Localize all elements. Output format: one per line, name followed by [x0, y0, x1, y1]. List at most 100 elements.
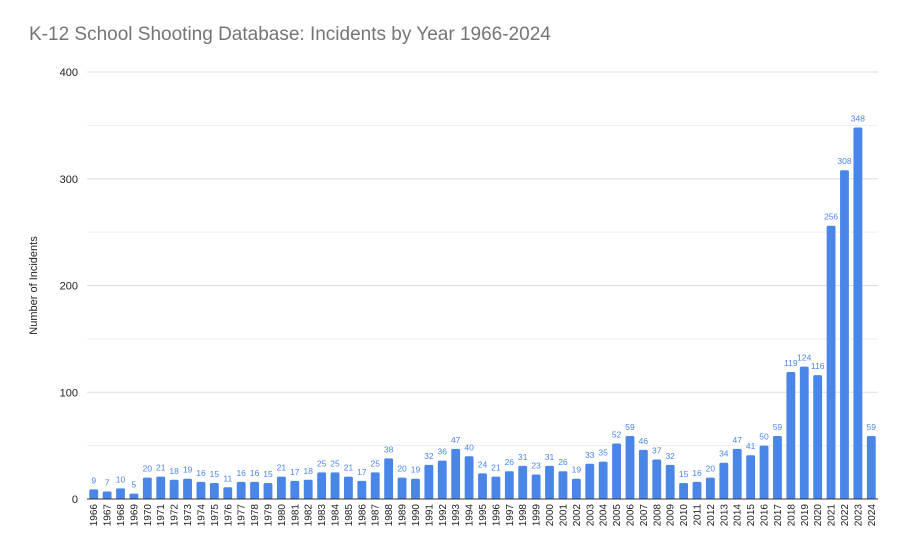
bar	[866, 436, 876, 499]
data-label: 24	[478, 459, 488, 469]
bar	[531, 474, 541, 499]
data-label: 19	[183, 465, 193, 475]
bar	[116, 488, 125, 499]
x-tick-label: 2018	[786, 504, 797, 527]
data-label: 25	[317, 458, 327, 468]
x-tick-label: 2005	[612, 504, 623, 527]
data-label: 38	[384, 444, 394, 454]
x-axis-ticks: 1966 1967 1968 1969 1970 1971 1972 1973 1974 1975…	[89, 504, 878, 527]
x-tick-label: 2017	[773, 504, 784, 527]
bar	[236, 481, 246, 499]
bar	[437, 460, 447, 499]
x-tick-label: 2001	[558, 504, 569, 527]
bar	[826, 225, 836, 499]
bar	[317, 472, 327, 499]
x-tick-label: 1983	[317, 504, 328, 527]
data-label: 20	[397, 464, 407, 474]
bar	[303, 479, 313, 499]
data-label: 32	[665, 451, 675, 461]
bar	[370, 472, 380, 499]
data-label: 21	[277, 463, 287, 473]
data-label: 16	[196, 468, 206, 478]
data-label: 47	[732, 435, 742, 445]
data-label: 40	[464, 442, 474, 452]
bar	[478, 473, 487, 499]
x-tick-label: 1996	[491, 504, 502, 527]
x-tick-label: 1999	[532, 504, 543, 527]
bar	[411, 478, 420, 499]
data-label: 23	[531, 460, 541, 470]
x-tick-label: 1966	[89, 504, 100, 527]
data-label: 18	[303, 466, 313, 476]
data-label: 21	[491, 463, 501, 473]
bar	[464, 456, 474, 499]
data-label: 31	[545, 452, 555, 462]
x-tick-label: 2022	[840, 504, 851, 527]
data-label: 33	[585, 450, 595, 460]
y-axis-ticks: 0 100 200 300 400	[60, 67, 78, 506]
data-label: 5	[132, 480, 137, 490]
x-tick-label: 2013	[719, 504, 730, 527]
data-label: 41	[746, 441, 756, 451]
data-label: 124	[797, 353, 811, 363]
bar	[799, 366, 809, 499]
bar	[424, 464, 434, 499]
bar	[598, 461, 608, 499]
bar	[142, 477, 152, 499]
bar	[719, 462, 729, 499]
x-tick-label: 1974	[196, 504, 207, 527]
bar	[746, 455, 756, 499]
bar	[102, 491, 112, 499]
x-tick-label: 1967	[103, 504, 114, 527]
bar	[263, 482, 273, 499]
data-label: 37	[652, 446, 662, 456]
x-tick-label: 2004	[599, 504, 610, 527]
bar	[558, 471, 568, 499]
bar	[679, 482, 689, 499]
data-label: 31	[518, 452, 528, 462]
data-label: 308	[837, 156, 851, 166]
data-label: 19	[411, 465, 421, 475]
x-tick-label: 2011	[693, 504, 704, 526]
data-label: 46	[639, 436, 649, 446]
y-tick-label: 200	[60, 281, 78, 293]
x-tick-label: 2024	[867, 504, 878, 527]
bars	[89, 127, 876, 499]
bar	[357, 480, 367, 499]
bar	[773, 436, 782, 499]
x-tick-label: 1977	[237, 504, 248, 527]
data-label: 59	[867, 422, 877, 432]
bar	[129, 493, 139, 499]
data-label: 59	[773, 422, 783, 432]
x-tick-label: 1985	[344, 504, 355, 527]
x-tick-label: 1994	[465, 504, 476, 527]
data-label: 20	[706, 464, 716, 474]
y-axis-label: Number of Incidents	[28, 236, 40, 335]
bar	[692, 481, 702, 499]
x-tick-label: 2020	[813, 504, 824, 527]
bar	[518, 465, 528, 499]
data-label: 256	[824, 212, 838, 222]
x-tick-label: 2014	[733, 504, 744, 527]
x-tick-label: 2023	[853, 504, 864, 527]
data-label: 59	[625, 422, 635, 432]
x-tick-label: 2012	[706, 504, 717, 527]
x-tick-label: 1976	[223, 504, 234, 527]
x-tick-label: 2007	[639, 504, 650, 527]
x-tick-label: 1984	[331, 504, 342, 527]
x-tick-label: 2002	[572, 504, 583, 527]
bar	[732, 448, 742, 499]
bar	[504, 471, 514, 499]
bar	[491, 476, 501, 499]
x-tick-label: 1970	[143, 504, 154, 527]
data-label: 21	[344, 463, 354, 473]
bar	[451, 448, 461, 499]
data-label: 52	[612, 429, 622, 439]
data-label: 119	[784, 358, 798, 368]
x-tick-label: 1971	[156, 504, 167, 527]
data-label: 9	[91, 475, 96, 485]
data-label: 15	[210, 469, 220, 479]
bar	[89, 489, 99, 499]
